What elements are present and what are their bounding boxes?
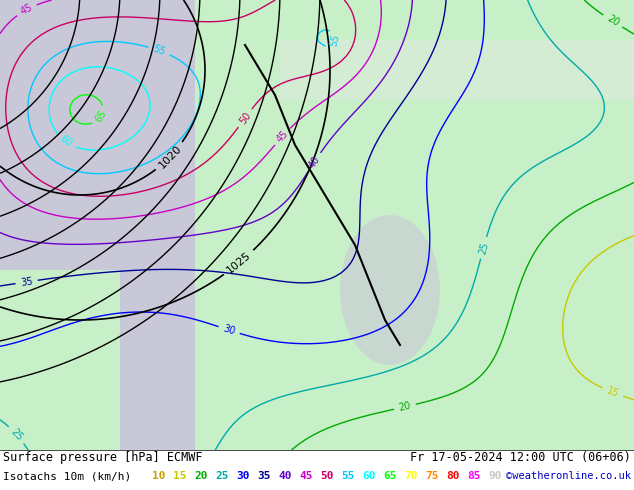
Text: 35: 35	[20, 276, 34, 288]
Text: Surface pressure [hPa] ECMWF: Surface pressure [hPa] ECMWF	[3, 451, 202, 464]
Text: 45: 45	[19, 2, 34, 17]
Text: 40: 40	[307, 154, 322, 170]
Text: 20: 20	[398, 400, 412, 413]
Text: 25: 25	[215, 471, 228, 481]
Text: 30: 30	[236, 471, 250, 481]
Text: 85: 85	[467, 471, 481, 481]
Text: 35: 35	[257, 471, 271, 481]
Ellipse shape	[340, 215, 440, 365]
Text: 15: 15	[173, 471, 186, 481]
Text: ©weatheronline.co.uk: ©weatheronline.co.uk	[506, 471, 631, 481]
Text: 40: 40	[278, 471, 292, 481]
Text: 65: 65	[93, 108, 108, 124]
Bar	[280, 40, 634, 100]
Text: Isotachs 10m (km/h): Isotachs 10m (km/h)	[3, 471, 131, 481]
Text: 80: 80	[446, 471, 460, 481]
Text: 50: 50	[320, 471, 333, 481]
Text: 45: 45	[299, 471, 313, 481]
Text: 1020: 1020	[157, 143, 183, 171]
Text: 55: 55	[341, 471, 354, 481]
Text: 55: 55	[328, 33, 341, 48]
Text: 75: 75	[425, 471, 439, 481]
Text: 70: 70	[404, 471, 418, 481]
Text: 55: 55	[152, 44, 167, 57]
Text: 90: 90	[488, 471, 501, 481]
Text: 20: 20	[605, 14, 621, 29]
Text: 45: 45	[275, 128, 290, 145]
Text: 1025: 1025	[225, 250, 253, 276]
Text: 60: 60	[362, 471, 375, 481]
Text: 25: 25	[9, 427, 25, 443]
Text: 50: 50	[237, 110, 253, 126]
Text: 30: 30	[222, 323, 236, 337]
Text: 60: 60	[58, 134, 74, 149]
Text: 20: 20	[194, 471, 207, 481]
Text: Fr 17-05-2024 12:00 UTC (06+06): Fr 17-05-2024 12:00 UTC (06+06)	[410, 451, 631, 464]
Bar	[0, 0, 195, 450]
Bar	[195, 0, 634, 450]
Text: 65: 65	[383, 471, 396, 481]
Bar	[0, 270, 120, 450]
Text: 10: 10	[152, 471, 165, 481]
Bar	[0, 450, 634, 490]
Text: 25: 25	[477, 241, 490, 255]
Text: 15: 15	[605, 385, 620, 399]
